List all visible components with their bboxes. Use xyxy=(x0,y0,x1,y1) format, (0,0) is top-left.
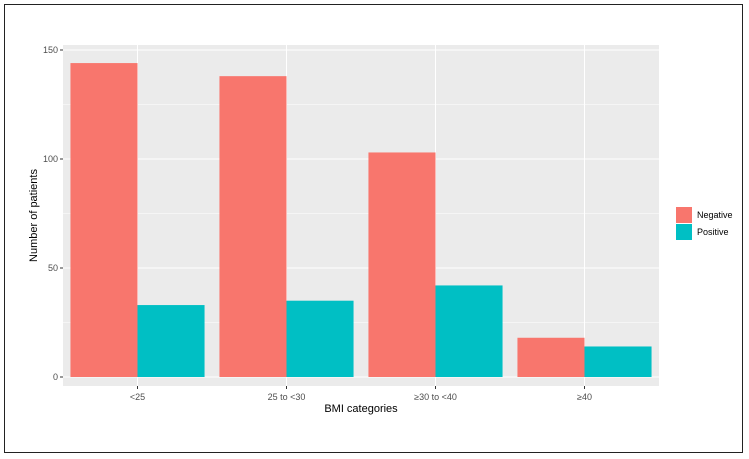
y-tick-label: 50 xyxy=(48,263,58,273)
bar-positive-0 xyxy=(137,305,205,377)
y-tick-label: 0 xyxy=(53,372,58,382)
bar-negative-3 xyxy=(517,337,585,377)
legend-label-negative: Negative xyxy=(697,210,733,220)
legend: Negative Positive xyxy=(676,207,733,240)
x-axis: <25 25 to <30 ≥30 to <40 ≥40 xyxy=(130,386,592,402)
y-axis: 0 50 100 150 xyxy=(43,45,63,382)
y-tick-label: 150 xyxy=(43,45,58,55)
bar-negative-2 xyxy=(368,152,436,377)
bar-positive-3 xyxy=(584,346,652,377)
legend-label-positive: Positive xyxy=(697,227,729,237)
bars xyxy=(70,63,652,378)
legend-key-negative xyxy=(676,207,692,223)
x-tick-label: 25 to <30 xyxy=(268,392,306,402)
y-axis-title: Number of patients xyxy=(28,169,40,262)
legend-key-positive xyxy=(676,224,692,240)
bar-positive-1 xyxy=(286,300,354,377)
bar-negative-1 xyxy=(219,76,287,377)
x-axis-title: BMI categories xyxy=(324,403,398,415)
x-tick-label: <25 xyxy=(130,392,145,402)
bar-negative-0 xyxy=(70,63,138,378)
y-tick-label: 100 xyxy=(43,154,58,164)
bar-positive-2 xyxy=(435,285,503,377)
x-tick-label: ≥40 xyxy=(577,392,592,402)
x-tick-label: ≥30 to <40 xyxy=(414,392,457,402)
